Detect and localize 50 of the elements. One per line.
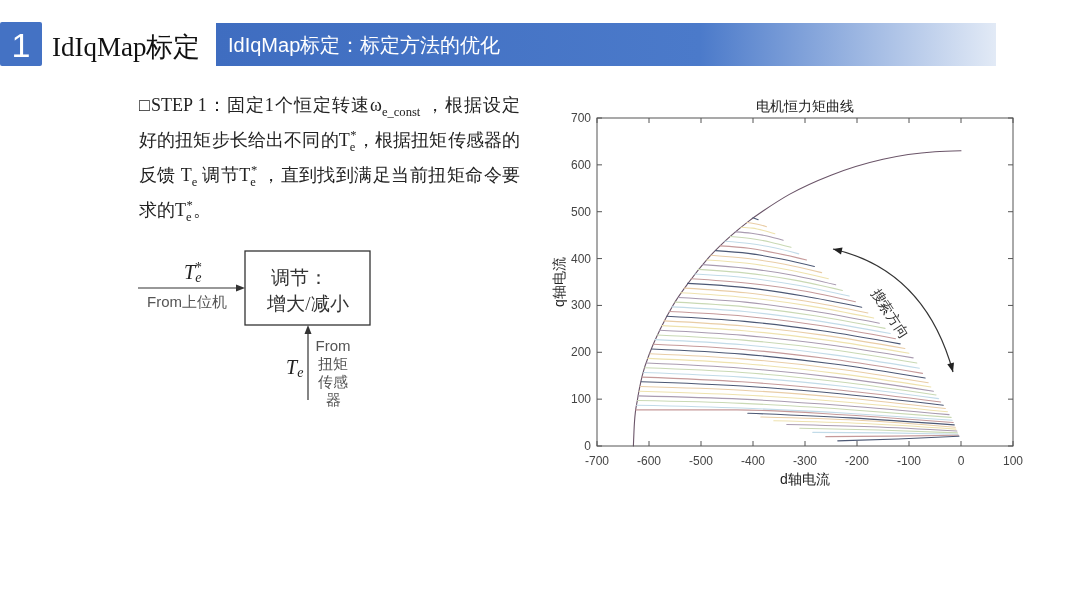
text: From上位机 [147,293,227,310]
line-series [724,240,800,255]
line-series [710,254,823,274]
x-tick-label: -300 [792,454,818,468]
y-axis-title: q轴电流 [551,257,567,307]
text: 1 [11,26,31,64]
line-series [637,395,950,416]
line-series [690,278,856,303]
x-tick-label: 100 [1002,454,1024,468]
chart-title: 电机恒力矩曲线 [756,98,854,114]
y-tick-label: 0 [584,439,592,453]
y-tick-label: 300 [570,298,592,313]
line-series [740,226,776,235]
x-tick-label: -500 [688,454,714,468]
x-tick-label: -100 [896,454,922,468]
annotation: 搜索方向 [868,285,913,342]
x-tick-label: 0 [957,454,965,468]
line-series [702,264,837,286]
y-tick-label: 700 [570,111,592,125]
text: □STEP 1：固定1个恒定转速ω$_{e_const}$ ，根据设定好的扭矩步长给出不同的T$_{e}$$^{*}$，根据扭矩传感器的反馈 T$_{e}$ 调节T$_{e}$$^{*}$ ，直到找到满足当前扭矩命令要求的T$_{e}$$^{*}$。 [139,95,521,224]
line-series [638,390,949,413]
text: From扭矩传感器 [314,337,352,409]
text: IdIqMap标定 [52,32,201,62]
line-series [697,268,843,291]
line-series [637,400,952,418]
line-series [734,231,784,241]
x-tick-label: -600 [636,454,662,468]
y-tick-label: 500 [570,204,592,219]
line-series [706,259,829,280]
text: T$_{e}$ [286,356,304,381]
line-series [683,287,869,314]
x-axis-title: d轴电流 [780,471,830,487]
text: 增大/减小 [266,293,349,314]
line-series [635,404,953,421]
x-tick-label: -700 [584,454,610,468]
line-series [632,150,962,447]
text: IdIqMap标定：标定方法的优化 [228,34,501,56]
x-tick-label: -400 [740,454,766,468]
text: 调节： [270,267,328,288]
line-series [686,282,863,308]
line-series [694,273,850,297]
line-series [729,236,792,248]
y-tick-label: 200 [570,345,592,360]
y-tick-label: 400 [570,251,592,266]
x-tick-label: -200 [844,454,870,468]
y-tick-label: 100 [570,392,592,407]
line-series [719,245,808,261]
line-series [641,376,942,403]
y-tick-label: 600 [570,157,592,172]
line-series [715,250,815,268]
